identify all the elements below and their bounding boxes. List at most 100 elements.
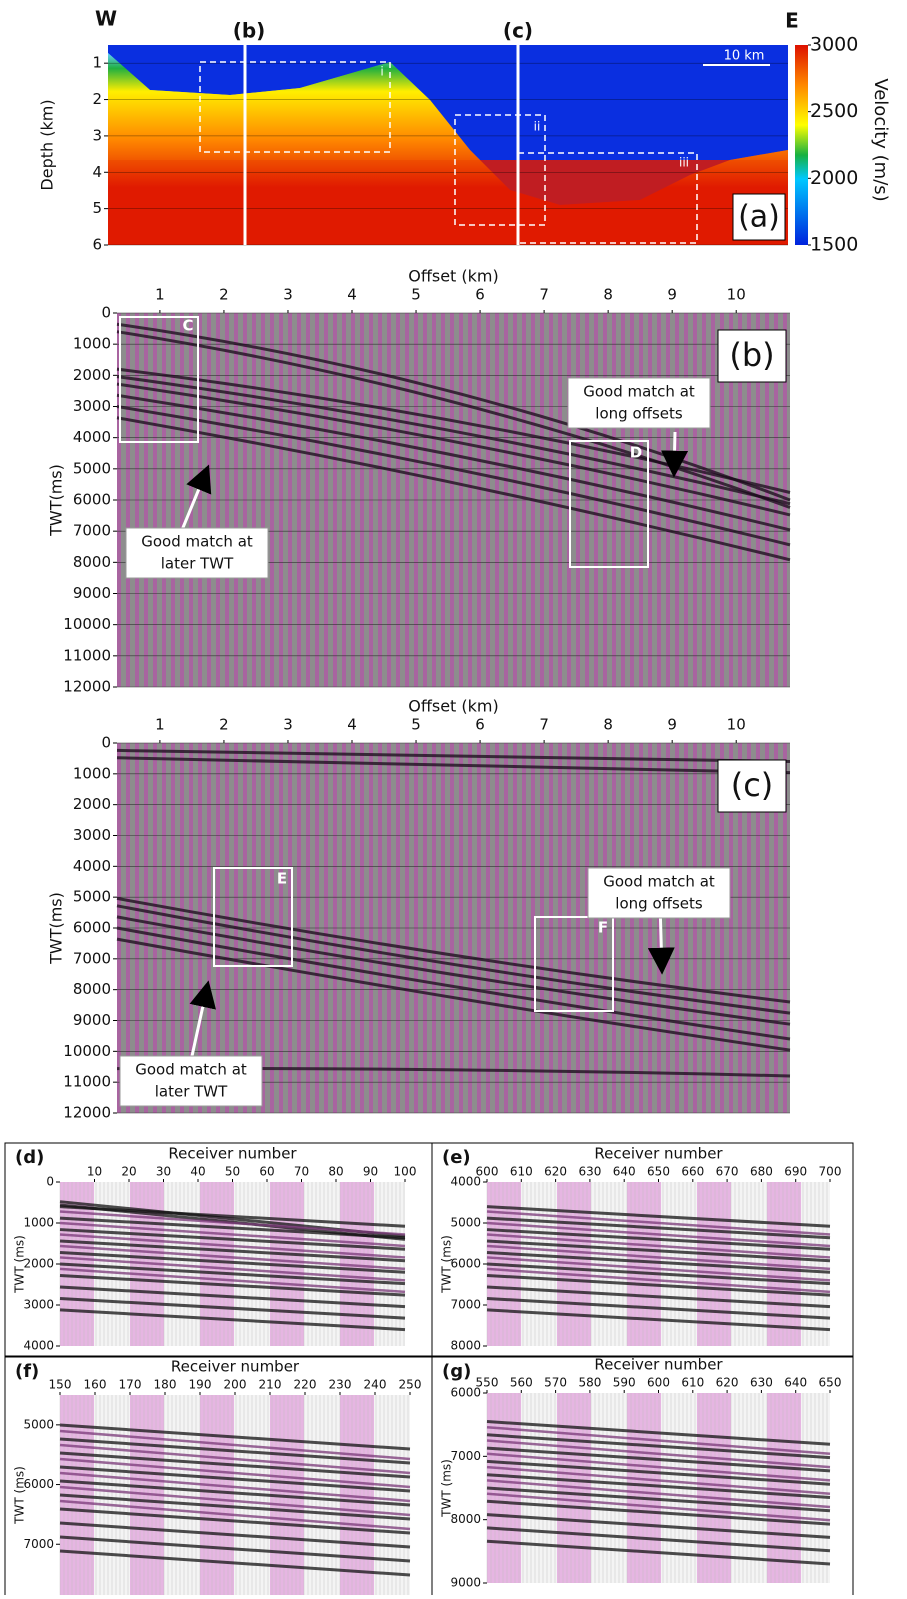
colorbar-tick-label: 1500 xyxy=(810,234,858,256)
y-tick-label: 10000 xyxy=(63,615,111,633)
zoom-box-label: i xyxy=(380,65,383,79)
y-tick-label: 1000 xyxy=(73,335,111,353)
x-tick-label: 210 xyxy=(259,1378,282,1392)
x-tick-label: 180 xyxy=(154,1378,177,1392)
y-tick-label: 3000 xyxy=(23,1298,54,1312)
x-tick-label: 1 xyxy=(155,286,165,304)
x-tick-label: 30 xyxy=(156,1165,171,1179)
annotation-text: Good match at xyxy=(603,873,715,891)
x-tick-label: 50 xyxy=(225,1165,240,1179)
x-axis-label: Offset (km) xyxy=(408,267,499,286)
y-tick-label: 6 xyxy=(92,236,102,254)
y-tick-label: 1 xyxy=(92,54,102,72)
y-axis-label: TWT(ms) xyxy=(47,464,66,537)
x-tick-label: 630 xyxy=(578,1165,601,1179)
annotation-text: later TWT xyxy=(161,555,234,573)
y-tick-label: 5000 xyxy=(23,1417,54,1431)
y-tick-label: 0 xyxy=(46,1175,54,1189)
trace-band xyxy=(627,1393,661,1583)
annotation-text: Good match at xyxy=(583,383,695,401)
x-tick-label: 100 xyxy=(394,1165,417,1179)
x-tick-label: 690 xyxy=(784,1165,807,1179)
x-tick-label: 90 xyxy=(363,1165,378,1179)
x-tick-label: 7 xyxy=(539,286,549,304)
y-tick-label: 0 xyxy=(101,304,111,322)
annotation-arrow xyxy=(674,432,675,475)
west-label: W xyxy=(95,7,117,31)
y-axis-label: TWT (ms) xyxy=(13,1235,27,1294)
x-tick-label: 630 xyxy=(750,1376,773,1390)
x-tick-label: 170 xyxy=(119,1378,142,1392)
y-tick-label: 10000 xyxy=(63,1042,111,1060)
y-tick-label: 6000 xyxy=(450,1257,481,1271)
y-tick-label: 2000 xyxy=(73,795,111,813)
x-tick-label: 560 xyxy=(510,1376,533,1390)
x-tick-label: 680 xyxy=(750,1165,773,1179)
y-tick-label: 8000 xyxy=(450,1512,481,1526)
x-tick-label: 10 xyxy=(727,716,746,734)
y-tick-label: 0 xyxy=(101,734,111,752)
x-tick-label: 200 xyxy=(224,1378,247,1392)
panel-title: (c) xyxy=(731,766,774,804)
y-tick-label: 9000 xyxy=(73,584,111,602)
x-tick-label: 220 xyxy=(294,1378,317,1392)
x-tick-label: 660 xyxy=(681,1165,704,1179)
y-tick-label: 7000 xyxy=(23,1537,54,1551)
y-tick-label: 3000 xyxy=(73,826,111,844)
y-tick-label: 8000 xyxy=(73,553,111,571)
x-tick-label: 600 xyxy=(647,1376,670,1390)
x-tick-label: 620 xyxy=(544,1165,567,1179)
y-tick-label: 6000 xyxy=(73,491,111,509)
zoom-box-label: E xyxy=(277,870,287,888)
x-tick-label: 6 xyxy=(475,286,485,304)
panel-title: (d) xyxy=(15,1147,44,1168)
annotation-text: Good match at xyxy=(135,1061,247,1079)
y-tick-label: 5000 xyxy=(73,888,111,906)
y-tick-label: 11000 xyxy=(63,646,111,664)
section-c-label: (c) xyxy=(503,19,533,43)
y-tick-label: 4000 xyxy=(73,857,111,875)
y-tick-label: 7000 xyxy=(450,1449,481,1463)
x-tick-label: 60 xyxy=(259,1165,274,1179)
y-axis-label: Depth (km) xyxy=(38,99,57,190)
x-tick-label: 8 xyxy=(603,716,613,734)
y-tick-label: 9000 xyxy=(450,1576,481,1590)
colorbar-tick-label: 3000 xyxy=(810,34,858,56)
panel-title: (g) xyxy=(442,1361,471,1382)
x-tick-label: 250 xyxy=(399,1378,422,1392)
y-tick-label: 11000 xyxy=(63,1073,111,1091)
x-tick-label: 600 xyxy=(476,1165,499,1179)
panel-title: (f) xyxy=(15,1361,39,1382)
x-tick-label: 620 xyxy=(716,1376,739,1390)
x-tick-label: 580 xyxy=(578,1376,601,1390)
y-tick-label: 4000 xyxy=(73,428,111,446)
y-tick-label: 5000 xyxy=(73,459,111,477)
x-tick-label: 160 xyxy=(84,1378,107,1392)
y-tick-label: 12000 xyxy=(63,678,111,696)
x-tick-label: 640 xyxy=(784,1376,807,1390)
section-b-label: (b) xyxy=(233,19,266,43)
y-tick-label: 6000 xyxy=(73,919,111,937)
zoom-box-label: D xyxy=(630,444,642,462)
y-axis-label: TWT (ms) xyxy=(440,1235,454,1294)
x-tick-label: 3 xyxy=(283,286,293,304)
x-tick-label: 700 xyxy=(819,1165,842,1179)
y-tick-label: 2 xyxy=(92,90,102,108)
trace-band xyxy=(627,1182,661,1346)
x-axis-label: Receiver number xyxy=(171,1358,300,1376)
y-tick-label: 1000 xyxy=(73,764,111,782)
x-tick-label: 7 xyxy=(539,716,549,734)
x-tick-label: 670 xyxy=(716,1165,739,1179)
zoom-box-label: F xyxy=(598,919,608,937)
annotation-text: later TWT xyxy=(155,1083,228,1101)
x-axis-label: Offset (km) xyxy=(408,697,499,716)
x-tick-label: 640 xyxy=(613,1165,636,1179)
x-tick-label: 3 xyxy=(283,716,293,734)
y-tick-label: 2000 xyxy=(73,366,111,384)
x-tick-label: 5 xyxy=(411,286,421,304)
colorbar-tick-label: 2500 xyxy=(810,100,858,122)
x-tick-label: 5 xyxy=(411,716,421,734)
colorbar-tick-label: 2000 xyxy=(810,167,858,189)
x-tick-label: 650 xyxy=(647,1165,670,1179)
x-tick-label: 610 xyxy=(681,1376,704,1390)
